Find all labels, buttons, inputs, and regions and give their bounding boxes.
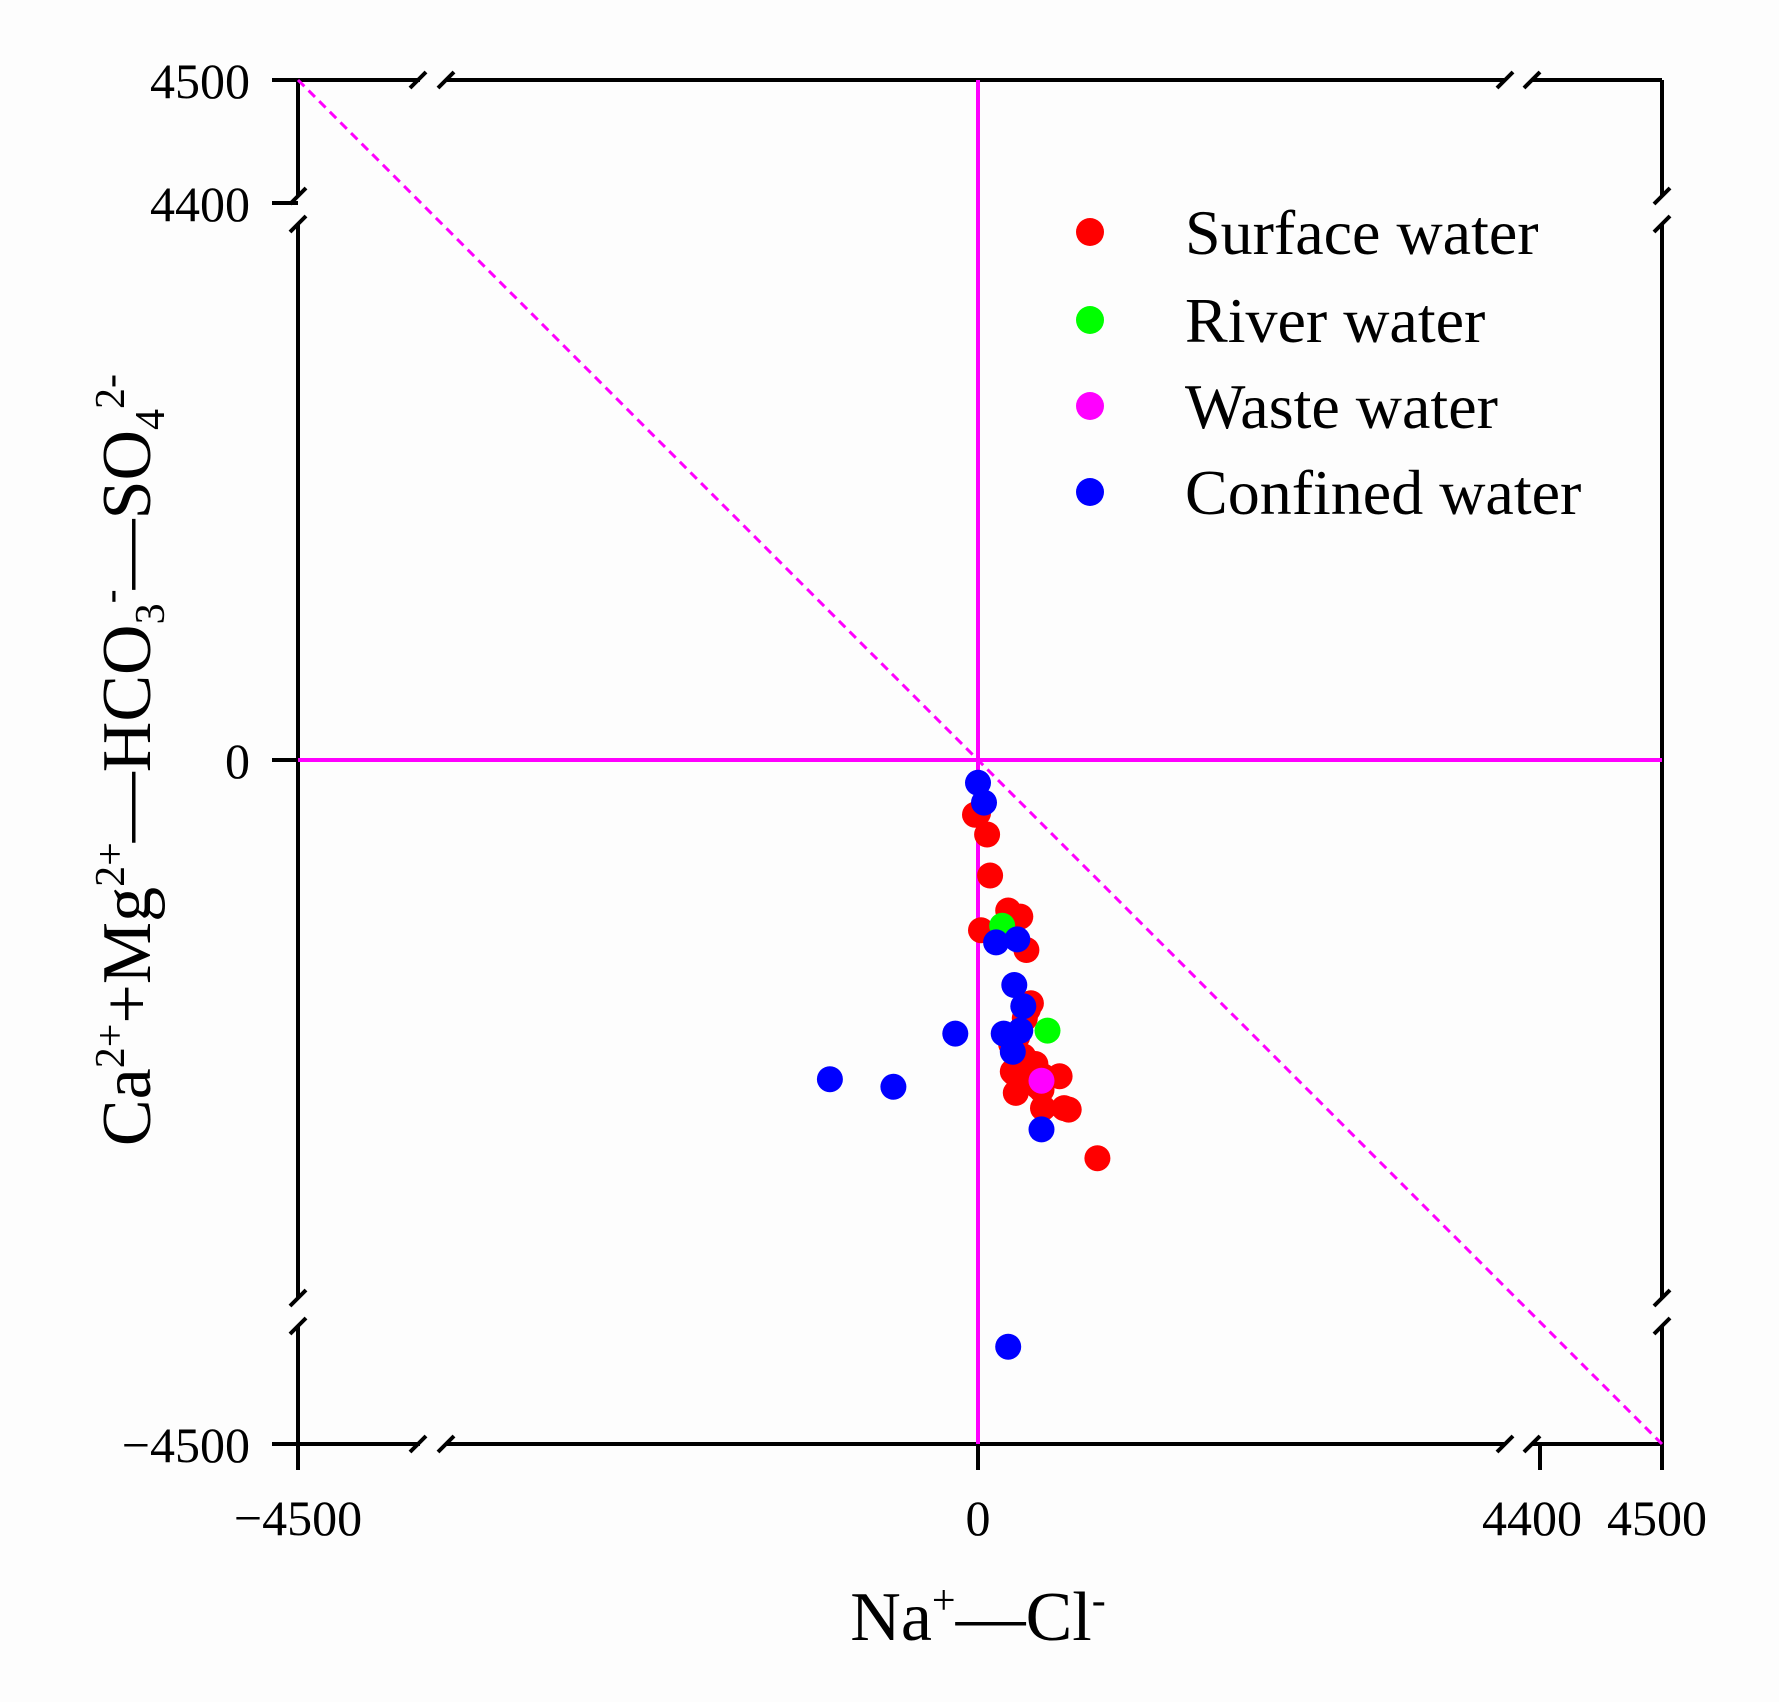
legend: Surface water River water Waste water Co… <box>1076 197 1581 528</box>
break-mark <box>1652 1316 1672 1336</box>
ticks <box>272 78 1664 1470</box>
y-title-sub: 3 <box>128 603 174 624</box>
y-title-sup: 2+ <box>88 1024 134 1069</box>
y-tick-labels: 4500 4400 0 −4500 <box>122 53 250 1473</box>
break-mark <box>1522 70 1542 90</box>
y-title-sub: 4 <box>128 409 174 430</box>
x-tick-label: 4400 <box>1482 1490 1582 1546</box>
point-surface-water <box>1030 1095 1056 1122</box>
point-confined-water <box>971 789 997 816</box>
x-tick-label: −4500 <box>234 1490 362 1546</box>
axis-break-marks <box>288 70 1672 1454</box>
y-tick-label: 4500 <box>150 53 250 109</box>
break-mark <box>1652 1288 1672 1308</box>
point-confined-water <box>965 769 991 796</box>
break-mark <box>408 1434 428 1454</box>
break-mark <box>1652 214 1672 234</box>
point-confined-water <box>1004 926 1031 953</box>
point-confined-water <box>880 1073 907 1100</box>
legend-marker-confined-water <box>1076 478 1104 506</box>
y-title-sup: 2+ <box>88 842 134 887</box>
break-mark <box>1522 1434 1542 1454</box>
break-mark <box>1495 70 1515 90</box>
legend-marker-surface-water <box>1076 218 1104 246</box>
point-confined-water <box>942 1020 969 1047</box>
diagonal-dashed-line <box>296 78 1664 1446</box>
point-river-water <box>1034 1017 1061 1044</box>
break-mark <box>436 1434 456 1454</box>
x-title-part: —Cl <box>955 1579 1092 1656</box>
x-title-sup: + <box>932 1578 956 1624</box>
point-surface-water <box>974 821 1001 848</box>
y-tick-label: 0 <box>225 733 250 789</box>
legend-label-confined-water: Confined water <box>1185 457 1581 528</box>
break-mark <box>288 214 308 234</box>
y-title-sup: - <box>88 589 134 603</box>
point-confined-water <box>983 929 1010 956</box>
reference-lines <box>296 78 1664 1446</box>
y-title-part: —SO <box>89 430 166 590</box>
point-confined-water <box>816 1066 843 1093</box>
point-confined-water <box>1028 1116 1055 1143</box>
point-confined-water <box>999 1038 1026 1065</box>
y-tick-label: −4500 <box>122 1417 250 1473</box>
break-mark <box>288 1288 308 1308</box>
point-surface-water <box>977 862 1004 889</box>
legend-marker-waste-water <box>1076 392 1104 420</box>
legend-label-river-water: River water <box>1185 285 1485 356</box>
break-mark <box>1652 186 1672 206</box>
legend-label-waste-water: Waste water <box>1185 371 1498 442</box>
y-tick-label: 4400 <box>150 176 250 232</box>
x-tick-label: 4500 <box>1607 1490 1707 1546</box>
point-confined-water <box>1010 993 1037 1020</box>
break-mark <box>1495 1434 1515 1454</box>
point-surface-water <box>1084 1145 1111 1172</box>
break-mark <box>408 70 428 90</box>
x-title-sup: - <box>1092 1578 1106 1624</box>
y-title-part: —HCO <box>89 624 166 843</box>
data-points <box>816 769 1111 1360</box>
y-title-part: +Mg <box>89 887 166 1024</box>
x-title-part: Na <box>850 1579 932 1656</box>
break-mark <box>436 70 456 90</box>
y-title-sup: 2- <box>88 374 134 409</box>
legend-label-surface-water: Surface water <box>1185 197 1539 268</box>
point-waste-water <box>1028 1067 1055 1094</box>
y-axis-title: Ca2++Mg2+—HCO3-—SO42- <box>88 374 174 1146</box>
x-axis-title: Na+—Cl- <box>850 1578 1105 1656</box>
y-title-part: Ca <box>89 1068 166 1146</box>
point-surface-water <box>1055 1096 1082 1123</box>
break-mark <box>288 1316 308 1336</box>
x-tick-labels: −4500 0 4400 4500 <box>234 1490 1707 1546</box>
legend-marker-river-water <box>1076 306 1104 334</box>
x-tick-label: 0 <box>966 1490 991 1546</box>
point-confined-water <box>995 1333 1022 1360</box>
point-confined-water <box>1001 972 1028 998</box>
plot-frame <box>296 78 1664 1446</box>
